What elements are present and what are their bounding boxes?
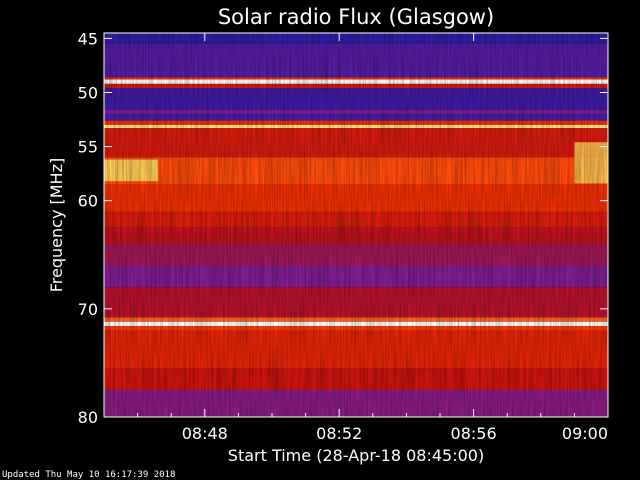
x-tick-label: 08:52 — [316, 424, 362, 443]
x-tick-label: 08:56 — [451, 424, 497, 443]
y-tick-label: 45 — [78, 29, 98, 48]
y-tick-label: 55 — [78, 138, 98, 157]
y-axis-label: Frequency [MHz] — [47, 158, 66, 292]
chart-title: Solar radio Flux (Glasgow) — [218, 5, 494, 29]
y-tick-label: 80 — [78, 408, 98, 427]
updated-timestamp: Updated Thu May 10 16:17:39 2018 — [2, 470, 175, 480]
y-tick-label: 70 — [78, 300, 98, 319]
x-tick-label: 08:48 — [182, 424, 228, 443]
x-tick-label: 09:00 — [562, 424, 608, 443]
y-tick-label: 50 — [78, 83, 98, 102]
x-axis-label: Start Time (28-Apr-18 08:45:00) — [228, 446, 484, 465]
plot-area — [104, 33, 608, 417]
plot-frame — [103, 32, 609, 418]
y-tick-label: 60 — [78, 192, 98, 211]
